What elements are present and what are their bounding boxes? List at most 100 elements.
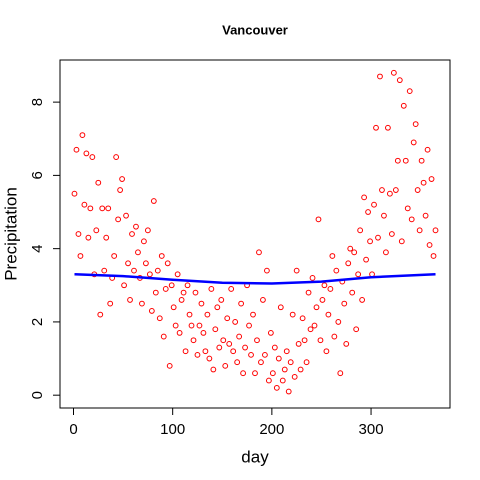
- point: [311, 322, 318, 329]
- point: [246, 322, 252, 329]
- point: [265, 377, 272, 384]
- point: [333, 267, 340, 274]
- point: [418, 157, 425, 164]
- point: [236, 333, 243, 340]
- point: [133, 223, 139, 230]
- point: [212, 326, 219, 333]
- point: [178, 297, 185, 303]
- point: [299, 315, 306, 322]
- point: [176, 330, 183, 336]
- point: [289, 311, 296, 318]
- point: [232, 319, 239, 325]
- point: [216, 344, 223, 351]
- point: [230, 348, 237, 355]
- point: [323, 348, 330, 355]
- point: [111, 253, 118, 259]
- point: [146, 271, 153, 278]
- point: [144, 227, 151, 234]
- point: [210, 366, 217, 373]
- point: [164, 260, 171, 267]
- point: [363, 256, 369, 263]
- point: [192, 289, 199, 296]
- point: [424, 146, 431, 153]
- point: [331, 333, 338, 340]
- point: [141, 238, 147, 245]
- point: [267, 330, 274, 336]
- point: [148, 308, 155, 314]
- point: [301, 337, 308, 344]
- point: [321, 282, 328, 289]
- point: [390, 69, 397, 76]
- point: [242, 344, 248, 351]
- point: [317, 337, 324, 344]
- point: [89, 154, 96, 160]
- point: [343, 340, 350, 347]
- point: [303, 359, 310, 366]
- point: [214, 304, 221, 311]
- x-tick-label: 200: [259, 421, 284, 438]
- point: [240, 370, 246, 377]
- point: [254, 337, 260, 344]
- point: [152, 289, 159, 296]
- point: [184, 282, 191, 289]
- point: [81, 201, 88, 208]
- point: [248, 351, 254, 358]
- point: [345, 260, 352, 267]
- point: [174, 271, 181, 278]
- point: [325, 311, 332, 318]
- point: [194, 351, 201, 358]
- point: [432, 227, 439, 234]
- point: [410, 139, 417, 146]
- point: [150, 198, 157, 204]
- point: [119, 176, 125, 182]
- point: [168, 282, 175, 289]
- point: [412, 121, 419, 128]
- point: [313, 304, 320, 311]
- point: [402, 157, 409, 164]
- point: [367, 238, 373, 245]
- point: [406, 88, 413, 95]
- point: [202, 348, 209, 355]
- point: [162, 286, 169, 292]
- point: [83, 150, 90, 157]
- point: [206, 355, 213, 362]
- point: [349, 289, 356, 296]
- y-tick-label: 2: [29, 318, 46, 326]
- point: [383, 249, 389, 256]
- point: [394, 157, 401, 164]
- point: [275, 355, 282, 362]
- point: [430, 253, 437, 259]
- point: [293, 267, 300, 274]
- plot-frame: [59, 59, 451, 409]
- point: [220, 337, 227, 344]
- point: [105, 205, 112, 212]
- point: [426, 242, 433, 248]
- point: [71, 190, 78, 197]
- point: [258, 359, 264, 366]
- point: [264, 267, 270, 274]
- point: [291, 373, 298, 380]
- point: [385, 124, 391, 131]
- point: [234, 359, 241, 366]
- point: [414, 187, 421, 193]
- point: [95, 179, 102, 186]
- point: [335, 319, 342, 325]
- y-tick-label: 0: [29, 391, 46, 399]
- point: [142, 260, 149, 267]
- y-tick-label: 6: [29, 171, 46, 179]
- point: [386, 190, 393, 197]
- point: [319, 297, 326, 303]
- point: [256, 249, 262, 256]
- point: [198, 300, 205, 307]
- point: [172, 322, 179, 329]
- point: [154, 267, 161, 274]
- x-tick-label: 300: [359, 421, 384, 438]
- point: [262, 351, 268, 358]
- point: [252, 370, 258, 377]
- point: [269, 370, 276, 377]
- point: [422, 212, 429, 219]
- point: [115, 216, 122, 223]
- point: [160, 333, 167, 340]
- y-tick-label: 8: [29, 98, 46, 106]
